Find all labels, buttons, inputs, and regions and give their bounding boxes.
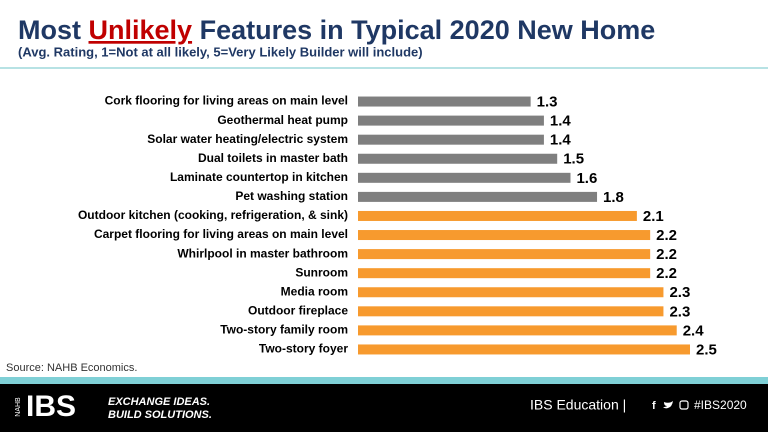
title-emphasis: Unlikely	[89, 15, 193, 45]
chart-title: Most Unlikely Features in Typical 2020 N…	[18, 15, 655, 45]
plot: Cork flooring for living areas on main l…	[78, 94, 717, 359]
footer-bar	[0, 384, 768, 432]
category-label: Carpet flooring for living areas on main…	[94, 227, 348, 241]
facebook-icon[interactable]: f	[652, 400, 656, 412]
category-label: Pet washing station	[235, 189, 348, 203]
bar	[358, 230, 651, 241]
bar	[358, 115, 544, 126]
twitter-icon[interactable]	[663, 401, 673, 409]
footer-education: IBS Education |	[530, 397, 626, 413]
value-label: 2.1	[643, 208, 664, 225]
tagline: EXCHANGE IDEAS.	[108, 396, 210, 408]
value-label: 2.5	[696, 341, 717, 358]
bar	[358, 268, 651, 279]
value-label: 1.8	[603, 189, 624, 206]
bar	[358, 306, 664, 317]
bar	[358, 96, 531, 107]
bar	[358, 210, 637, 221]
value-label: 2.4	[683, 322, 705, 339]
bar	[358, 325, 677, 336]
instagram-icon[interactable]	[679, 400, 689, 410]
value-label: 1.6	[576, 170, 597, 187]
value-label: 1.4	[550, 113, 572, 130]
bar	[358, 153, 558, 164]
category-label: Two-story family room	[220, 323, 348, 337]
teal-band	[0, 377, 768, 384]
value-label: 2.3	[669, 284, 690, 301]
category-label: Cork flooring for living areas on main l…	[105, 94, 348, 108]
category-label: Media room	[281, 284, 348, 298]
title-part: Features in Typical 2020 New Home	[200, 15, 656, 45]
bar	[358, 287, 664, 298]
value-label: 1.3	[537, 94, 558, 111]
chart-subtitle: (Avg. Rating, 1=Not at all likely, 5=Ver…	[18, 44, 423, 59]
category-label: Laminate countertop in kitchen	[170, 170, 348, 184]
bar	[358, 172, 571, 183]
bar	[358, 344, 690, 355]
value-label: 2.2	[656, 265, 677, 282]
logo: IBS	[26, 390, 76, 423]
category-label: Geothermal heat pump	[217, 113, 348, 127]
category-label: Sunroom	[295, 265, 348, 279]
bar	[358, 134, 544, 145]
bar	[358, 249, 651, 260]
logo-small: NAHB	[15, 397, 22, 417]
category-label: Solar water heating/electric system	[147, 132, 348, 146]
title-part: Most	[18, 15, 81, 45]
bar	[358, 191, 598, 202]
value-label: 2.2	[656, 227, 677, 244]
category-label: Dual toilets in master bath	[198, 151, 348, 165]
category-label: Whirlpool in master bathroom	[177, 246, 348, 260]
tagline: BUILD SOLUTIONS.	[108, 409, 212, 421]
value-label: 2.2	[656, 246, 677, 263]
category-label: Outdoor kitchen (cooking, refrigeration,…	[78, 208, 348, 222]
category-label: Outdoor fireplace	[248, 303, 348, 317]
category-label: Two-story foyer	[259, 342, 348, 356]
value-label: 2.3	[669, 303, 690, 320]
value-label: 1.5	[563, 151, 584, 168]
hashtag: #IBS2020	[694, 398, 747, 412]
source: Source: NAHB Economics.	[6, 362, 137, 374]
value-label: 1.4	[550, 132, 572, 149]
